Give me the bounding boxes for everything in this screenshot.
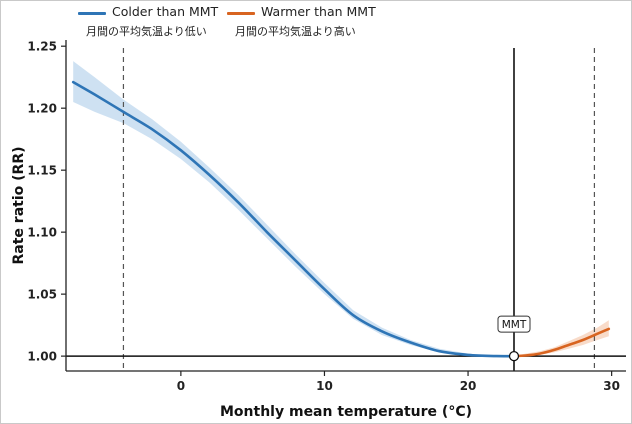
mmt-label-box — [497, 315, 531, 333]
x-tick-label: 30 — [603, 379, 620, 393]
legend-sublabel-colder: 月間の平均気温より低い — [86, 25, 207, 38]
mmt-label: MMT — [502, 319, 527, 331]
mmt-point — [508, 350, 520, 362]
confidence-bands — [73, 61, 609, 357]
series-lines — [71, 80, 611, 358]
series-line-colder — [71, 80, 516, 358]
axes: 1.00 1.05 1.10 1.15 1.20 1.25 0 10 20 30 — [27, 40, 626, 393]
legend-sublabel-warmer: 月間の平均気温より高い — [235, 25, 356, 38]
x-tick-label: 10 — [316, 379, 333, 393]
y-tick-label: 1.00 — [27, 350, 57, 364]
ci-band-colder — [73, 61, 514, 357]
x-tick-label: 20 — [460, 379, 477, 393]
x-axis-label: Monthly mean temperature (°C) — [220, 404, 472, 420]
series-line-warmer — [512, 327, 611, 358]
y-tick-label: 1.15 — [27, 164, 57, 178]
x-tick-label: 0 — [177, 379, 185, 393]
legend-swatch-warmer — [227, 12, 255, 15]
y-tick-label: 1.20 — [27, 102, 57, 116]
y-axis-label: Rate ratio (RR) — [11, 147, 27, 265]
y-tick-label: 1.25 — [27, 40, 57, 54]
legend-swatch-colder — [78, 12, 106, 15]
y-tick-label: 1.10 — [27, 226, 57, 240]
mmt-markers: MMT — [497, 315, 531, 362]
reference-lines — [66, 48, 626, 371]
legend-label-colder: Colder than MMT — [112, 4, 219, 19]
y-tick-label: 1.05 — [27, 288, 57, 302]
legend-label-warmer: Warmer than MMT — [261, 4, 376, 19]
